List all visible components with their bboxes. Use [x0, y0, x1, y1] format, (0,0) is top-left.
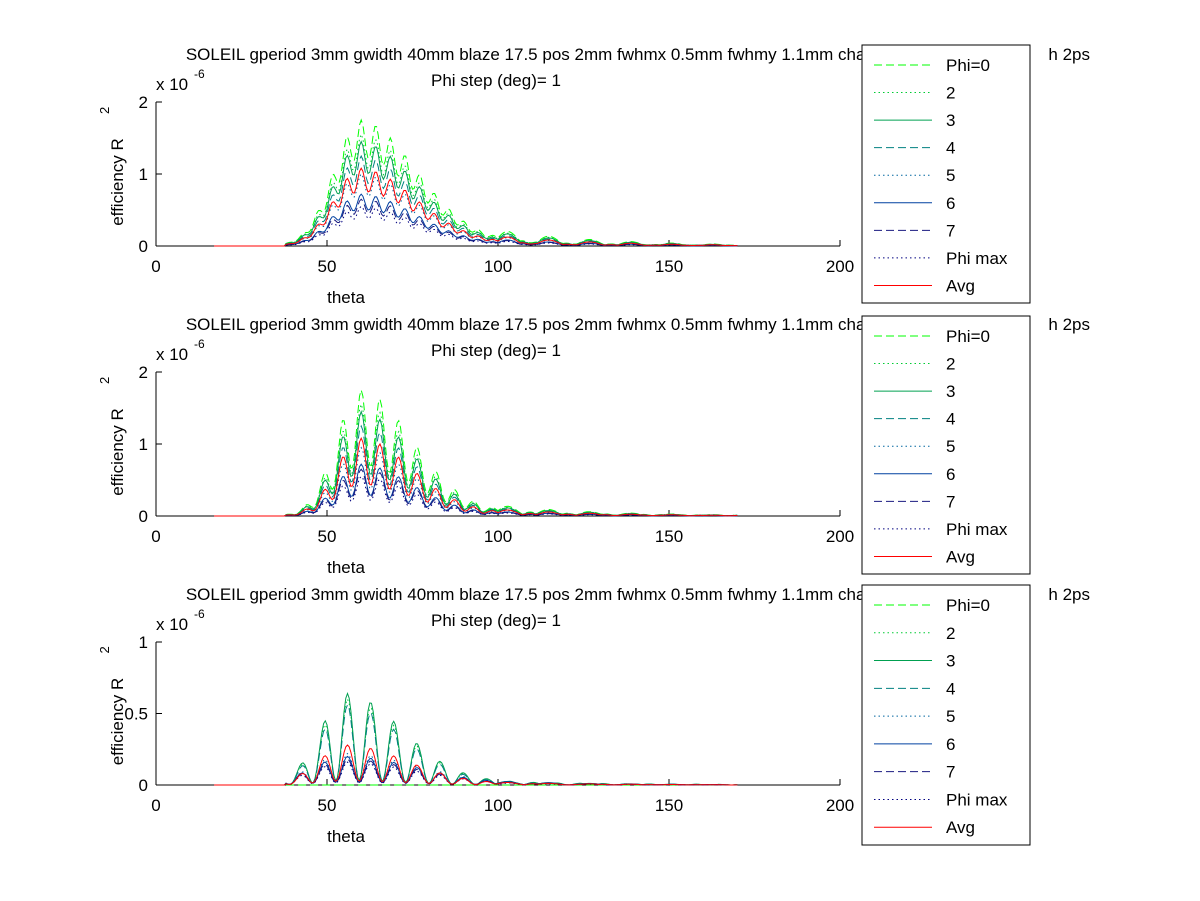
legend-box	[861, 315, 1031, 575]
y-tick-label: 1	[139, 435, 148, 454]
legend-label: 2	[946, 355, 955, 374]
x-tick-label: 150	[655, 257, 683, 276]
y-axis-label: efficiency R	[108, 138, 127, 226]
panel-2: SOLEIL gperiod 3mm gwidth 40mm blaze 17.…	[97, 315, 1090, 577]
chart-title-line1-tail: h 2ps	[1048, 45, 1090, 64]
legend-label: 3	[946, 382, 955, 401]
y-axis-label-group: efficiency R 2	[97, 646, 127, 765]
x-tick-label: 200	[826, 796, 854, 815]
x-tick-label: 150	[655, 796, 683, 815]
legend-label: Avg	[946, 547, 975, 566]
legend-label: Phi max	[946, 520, 1008, 539]
legend-box	[861, 44, 1031, 304]
chart-subtitle: Phi step (deg)= 1	[431, 71, 561, 90]
series-line-5	[214, 446, 738, 517]
legend-label: 7	[946, 763, 955, 782]
y-tick-label: 0	[139, 776, 148, 795]
chart-title-line1-tail: h 2ps	[1048, 315, 1090, 334]
chart-title-line1-tail: h 2ps	[1048, 585, 1090, 604]
y-axis-label-group: efficiency R 2	[97, 107, 127, 226]
y-exponent-base: x 10	[156, 75, 188, 94]
legend: Phi=0 2 3 4 5 6 7 Phi max Avg	[861, 584, 1031, 846]
y-axis-label-group: efficiency R 2	[97, 377, 127, 496]
y-tick-label: 1	[139, 633, 148, 652]
legend-label: 4	[946, 139, 955, 158]
legend-label: 6	[946, 194, 955, 213]
series-line-9	[214, 744, 738, 786]
series-group	[214, 388, 738, 517]
x-tick-label: 200	[826, 257, 854, 276]
panel-3: SOLEIL gperiod 3mm gwidth 40mm blaze 17.…	[97, 584, 1090, 846]
x-tick-label: 0	[151, 796, 160, 815]
legend-label: 4	[946, 679, 955, 698]
series-group	[214, 118, 738, 247]
y-axis-label-exponent: 2	[97, 107, 112, 114]
x-axis-label: theta	[327, 558, 365, 577]
y-exponent-base: x 10	[156, 615, 188, 634]
x-tick-label: 100	[484, 257, 512, 276]
legend-label: Phi=0	[946, 327, 990, 346]
legend-label: 6	[946, 735, 955, 754]
panels: SOLEIL gperiod 3mm gwidth 40mm blaze 17.…	[97, 44, 1090, 846]
legend-label: 4	[946, 410, 955, 429]
x-tick-label: 200	[826, 527, 854, 546]
y-axis-label-exponent: 2	[97, 377, 112, 384]
legend-label: Phi max	[946, 249, 1008, 268]
legend-label: Avg	[946, 276, 975, 295]
y-tick-label: 0.5	[124, 705, 148, 724]
y-exponent-base: x 10	[156, 345, 188, 364]
legend: Phi=0 2 3 4 5 6 7 Phi max Avg	[861, 44, 1031, 304]
legend-label: 2	[946, 84, 955, 103]
series-group	[214, 692, 738, 786]
legend-label: 3	[946, 652, 955, 671]
y-tick-label: 2	[139, 93, 148, 112]
chart-title-line1: SOLEIL gperiod 3mm gwidth 40mm blaze 17.…	[186, 315, 904, 334]
y-exponent-power: -6	[194, 337, 205, 351]
x-tick-label: 100	[484, 796, 512, 815]
y-axis-label-exponent: 2	[97, 646, 112, 653]
legend-label: 3	[946, 111, 955, 130]
legend-label: 5	[946, 166, 955, 185]
y-tick-label: 2	[139, 363, 148, 382]
series-line-9	[214, 167, 738, 247]
chart-title-line1: SOLEIL gperiod 3mm gwidth 40mm blaze 17.…	[186, 45, 904, 64]
x-tick-label: 0	[151, 257, 160, 276]
legend-label: 5	[946, 707, 955, 726]
legend-label: 5	[946, 437, 955, 456]
chart-title-line1: SOLEIL gperiod 3mm gwidth 40mm blaze 17.…	[186, 585, 904, 604]
x-axis-label: theta	[327, 827, 365, 846]
legend-label: Phi max	[946, 790, 1008, 809]
y-tick-label: 0	[139, 507, 148, 526]
legend-label: Avg	[946, 818, 975, 837]
legend-box	[861, 584, 1031, 846]
legend-label: 2	[946, 624, 955, 643]
y-tick-label: 1	[139, 165, 148, 184]
chart-subtitle: Phi step (deg)= 1	[431, 611, 561, 630]
x-tick-label: 50	[318, 796, 337, 815]
y-axis-label: efficiency R	[108, 678, 127, 766]
y-tick-label: 0	[139, 237, 148, 256]
series-line-8	[214, 761, 738, 786]
x-tick-label: 100	[484, 527, 512, 546]
y-axis-label: efficiency R	[108, 408, 127, 496]
legend-label: 7	[946, 221, 955, 240]
legend: Phi=0 2 3 4 5 6 7 Phi max Avg	[861, 315, 1031, 575]
y-exponent-power: -6	[194, 607, 205, 621]
x-axis-label: theta	[327, 288, 365, 307]
panel-1: SOLEIL gperiod 3mm gwidth 40mm blaze 17.…	[97, 44, 1090, 307]
x-tick-label: 150	[655, 527, 683, 546]
x-tick-label: 0	[151, 527, 160, 546]
series-line-9	[214, 436, 738, 517]
y-exponent-power: -6	[194, 67, 205, 81]
chart-subtitle: Phi step (deg)= 1	[431, 341, 561, 360]
x-tick-label: 50	[318, 527, 337, 546]
legend-label: Phi=0	[946, 56, 990, 75]
x-tick-label: 50	[318, 257, 337, 276]
legend-label: 7	[946, 492, 955, 511]
legend-label: Phi=0	[946, 596, 990, 615]
legend-label: 6	[946, 465, 955, 484]
